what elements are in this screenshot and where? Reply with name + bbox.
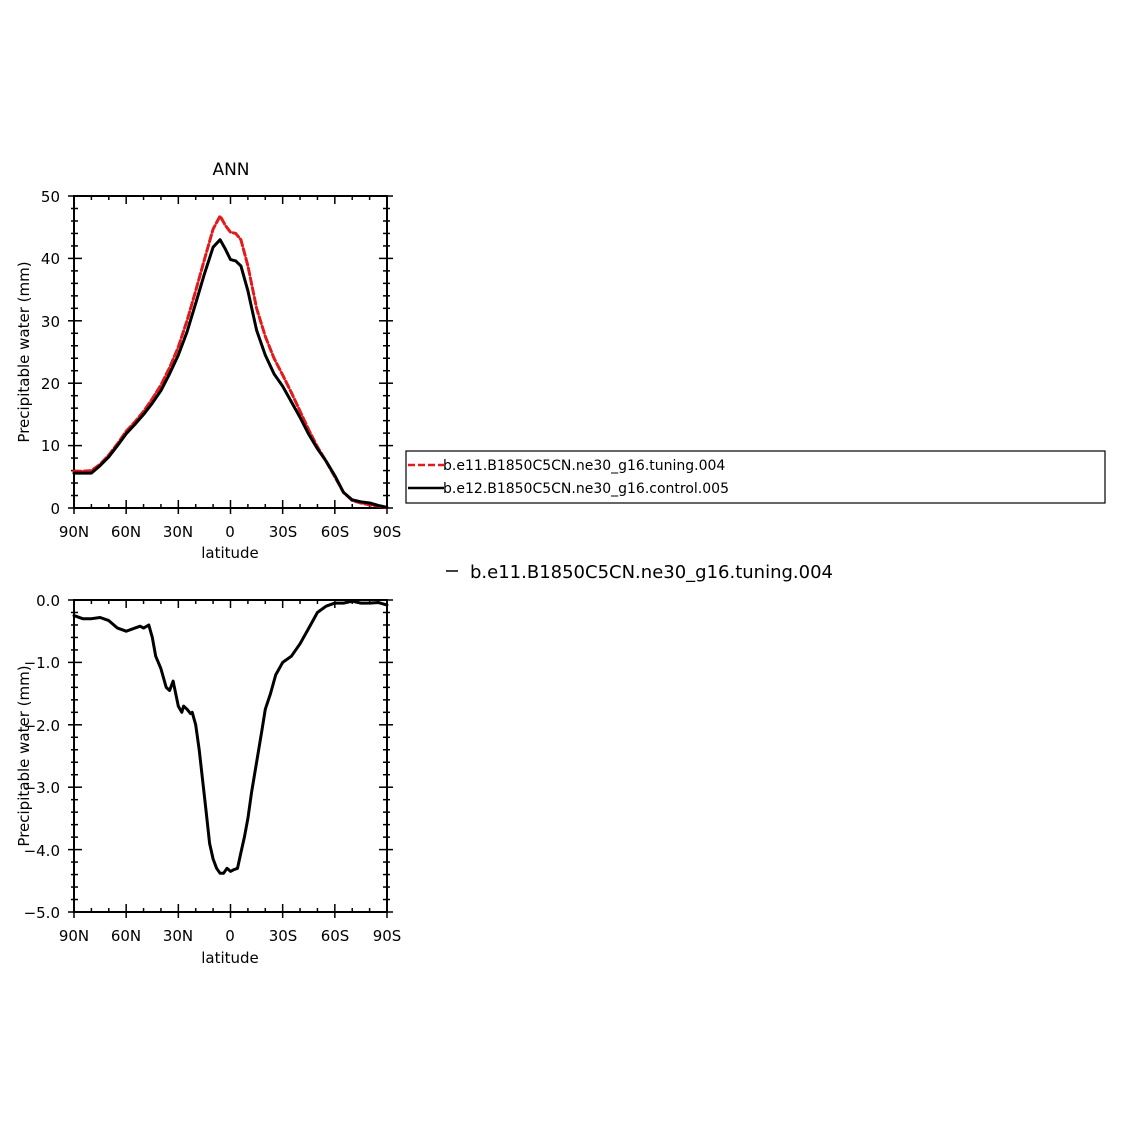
top-y-tick-label: 30 [41, 313, 60, 331]
top-legend: b.e11.B1850C5CN.ne30_g16.tuning.004 b.e1… [405, 450, 1106, 504]
top-y-tick-labels: 0 10 20 30 40 50 [41, 188, 60, 518]
top-x-tick-label: 60N [111, 523, 141, 541]
bottom-x-tick-label: 60N [111, 927, 141, 945]
bottom-legend-label: b.e11.B1850C5CN.ne30_g16.tuning.004 [470, 562, 833, 583]
top-x-tick-label: 0 [225, 523, 235, 541]
bottom-y-tick-labels: 0.0 −1.0 −2.0 −3.0 −4.0 −5.0 [24, 592, 60, 922]
legend-box [405, 450, 1106, 504]
bottom-x-tick-label: 90S [373, 927, 402, 945]
bottom-y-tick-label: 0.0 [36, 592, 60, 610]
top-y-axis-label: Precipitable water (mm) [15, 261, 33, 442]
top-series-group [72, 214, 389, 510]
bottom-y-tick-label: −2.0 [24, 717, 60, 735]
top-y-tick-label: 50 [41, 188, 60, 206]
bottom-series-line-0 [72, 599, 389, 875]
bottom-series-group [72, 599, 389, 875]
bottom-x-tick-label: 30N [163, 927, 193, 945]
top-plot-frame [73, 195, 388, 509]
top-y-tick-label: 0 [50, 500, 60, 518]
bottom-y-tick-label: −5.0 [24, 904, 60, 922]
top-x-tick-label: 30N [163, 523, 193, 541]
bottom-x-axis-label: latitude [201, 949, 259, 967]
bottom-x-tick-labels: 90N 60N 30N 0 30S 60S 90S [59, 927, 401, 945]
top-chart-title: ANN [212, 160, 249, 180]
top-y-tick-label: 40 [41, 250, 60, 268]
bottom-x-tick-label: 0 [225, 927, 235, 945]
bottom-x-tick-label: 90N [59, 927, 89, 945]
bottom-y-tick-label: −1.0 [24, 654, 60, 672]
bottom-plot-frame [73, 599, 388, 913]
top-x-tick-label: 90S [373, 523, 402, 541]
bottom-y-tick-label: −3.0 [24, 779, 60, 797]
top-x-tick-label: 30S [269, 523, 298, 541]
top-x-tick-label: 90N [59, 523, 89, 541]
bottom-x-tick-label: 30S [269, 927, 298, 945]
bottom-y-axis-label: Precipitable water (mm) [15, 665, 33, 846]
bottom-x-tick-label: 60S [321, 927, 350, 945]
top-ticks [68, 195, 393, 514]
top-panel: ANN 0 10 20 30 40 50 90N 60N 30N 0 30S 6… [15, 160, 401, 562]
bottom-y-tick-label: −4.0 [24, 842, 60, 860]
top-y-tick-label: 10 [41, 437, 60, 455]
bottom-panel: b.e11.B1850C5CN.ne30_g16.tuning.004 0.0 … [15, 562, 833, 967]
legend-label-control: b.e12.B1850C5CN.ne30_g16.control.005 [443, 481, 729, 497]
top-y-tick-label: 20 [41, 375, 60, 393]
top-x-axis-label: latitude [201, 544, 259, 562]
top-x-tick-label: 60S [321, 523, 350, 541]
top-series-line-1 [72, 238, 389, 509]
top-x-tick-labels: 90N 60N 30N 0 30S 60S 90S [59, 523, 401, 541]
legend-label-tuning: b.e11.B1850C5CN.ne30_g16.tuning.004 [443, 458, 725, 474]
